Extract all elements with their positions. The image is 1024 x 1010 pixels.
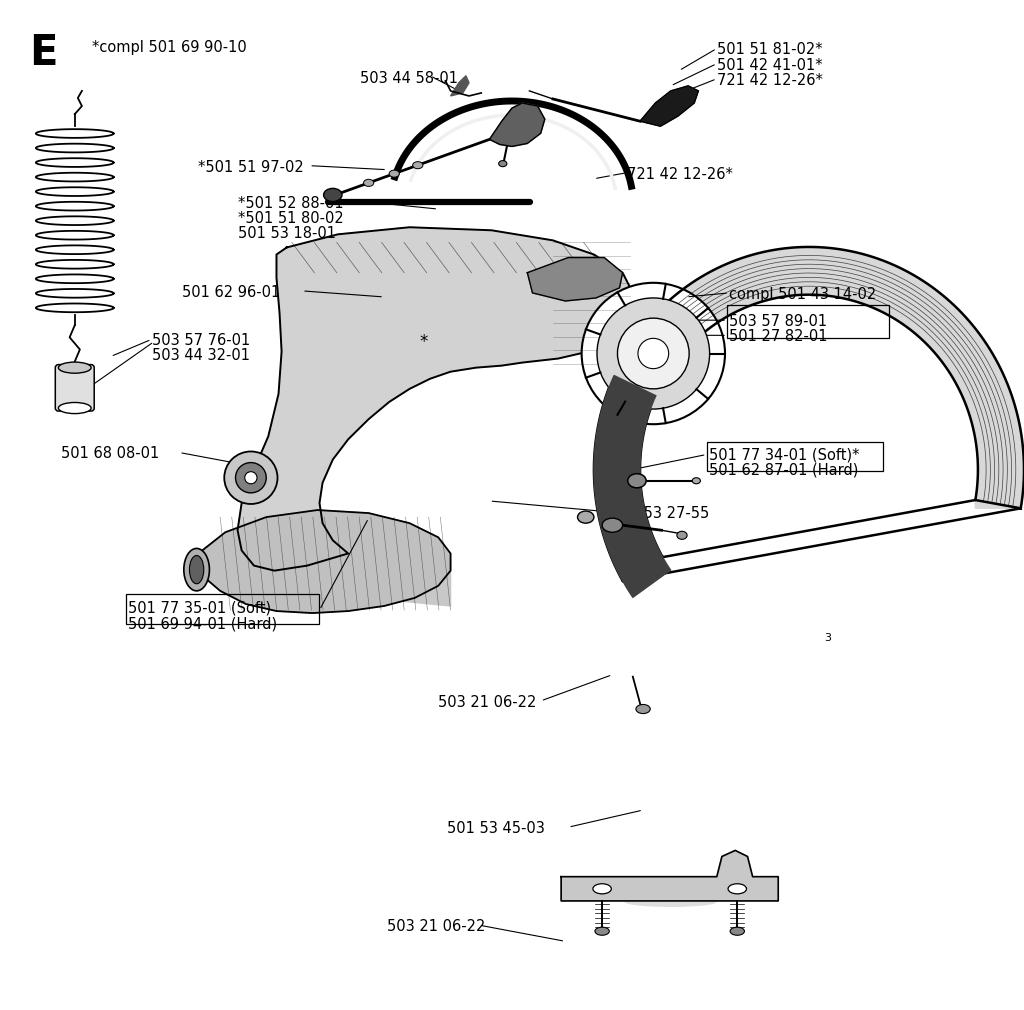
Ellipse shape xyxy=(636,705,650,713)
Polygon shape xyxy=(225,535,451,606)
Ellipse shape xyxy=(628,474,646,488)
Text: E: E xyxy=(29,32,57,75)
Polygon shape xyxy=(527,258,623,301)
Text: 501 53 45-03: 501 53 45-03 xyxy=(447,821,546,836)
Polygon shape xyxy=(238,227,633,571)
Ellipse shape xyxy=(602,518,623,532)
FancyBboxPatch shape xyxy=(55,365,94,411)
Ellipse shape xyxy=(324,188,342,202)
Ellipse shape xyxy=(245,472,257,484)
Ellipse shape xyxy=(578,511,594,523)
Ellipse shape xyxy=(730,927,744,935)
Ellipse shape xyxy=(728,884,746,894)
Ellipse shape xyxy=(692,478,700,484)
Text: 721 42 12-26*: 721 42 12-26* xyxy=(627,167,732,182)
Text: 725 53 27-55: 725 53 27-55 xyxy=(611,506,710,521)
Circle shape xyxy=(617,318,689,389)
Text: 501 69 94-01 (Hard): 501 69 94-01 (Hard) xyxy=(128,616,278,631)
Ellipse shape xyxy=(677,531,687,539)
Text: 503 44 58-01: 503 44 58-01 xyxy=(360,71,459,86)
Text: 501 53 18-01: 501 53 18-01 xyxy=(238,226,336,241)
Text: 501 68 08-01: 501 68 08-01 xyxy=(61,446,160,462)
Polygon shape xyxy=(189,510,451,613)
Polygon shape xyxy=(451,76,469,96)
Ellipse shape xyxy=(184,548,210,591)
Text: 503 21 06-22: 503 21 06-22 xyxy=(387,919,485,934)
Text: 501 42 41-01*: 501 42 41-01* xyxy=(717,58,822,73)
Ellipse shape xyxy=(389,170,399,177)
Text: 501 62 96-01: 501 62 96-01 xyxy=(182,285,281,300)
Text: 501 62 87-01 (Hard): 501 62 87-01 (Hard) xyxy=(709,463,858,478)
Circle shape xyxy=(597,298,710,409)
Text: 501 27 82-01: 501 27 82-01 xyxy=(729,329,827,344)
Text: 501 51 81-02*: 501 51 81-02* xyxy=(717,42,822,58)
Polygon shape xyxy=(594,247,1024,581)
Ellipse shape xyxy=(413,162,423,169)
Text: *: * xyxy=(420,333,428,351)
Bar xyxy=(126,594,319,624)
Ellipse shape xyxy=(593,884,611,894)
Text: *501 51 80-02: *501 51 80-02 xyxy=(238,211,343,226)
Circle shape xyxy=(638,338,669,369)
Polygon shape xyxy=(640,86,698,126)
Text: *501 51 97-02: *501 51 97-02 xyxy=(198,160,303,175)
Text: 721 42 12-26*: 721 42 12-26* xyxy=(717,73,822,88)
Text: 501 77 34-01 (Soft)*: 501 77 34-01 (Soft)* xyxy=(709,447,859,463)
Polygon shape xyxy=(594,376,671,597)
Ellipse shape xyxy=(224,451,278,504)
Bar xyxy=(707,442,883,471)
Ellipse shape xyxy=(364,180,374,187)
Circle shape xyxy=(582,283,725,424)
Polygon shape xyxy=(489,103,545,146)
Polygon shape xyxy=(561,850,778,901)
Text: *501 52 88-01: *501 52 88-01 xyxy=(238,196,343,211)
Ellipse shape xyxy=(58,403,91,414)
Ellipse shape xyxy=(189,556,204,584)
Ellipse shape xyxy=(595,927,609,935)
Text: 503 57 76-01: 503 57 76-01 xyxy=(152,333,250,348)
Text: 503 44 32-01: 503 44 32-01 xyxy=(152,348,250,364)
Text: 3: 3 xyxy=(824,633,830,643)
Bar xyxy=(727,305,889,338)
Ellipse shape xyxy=(58,363,91,373)
Text: 501 77 35-01 (Soft): 501 77 35-01 (Soft) xyxy=(128,601,271,616)
Text: *compl 501 69 90-10: *compl 501 69 90-10 xyxy=(92,40,247,56)
Text: 503 57 89-01: 503 57 89-01 xyxy=(729,314,827,329)
Ellipse shape xyxy=(499,161,507,167)
Ellipse shape xyxy=(236,463,266,493)
Text: compl 501 43 14-02: compl 501 43 14-02 xyxy=(729,287,877,302)
Text: 503 21 06-22: 503 21 06-22 xyxy=(438,695,537,710)
Ellipse shape xyxy=(625,897,717,907)
